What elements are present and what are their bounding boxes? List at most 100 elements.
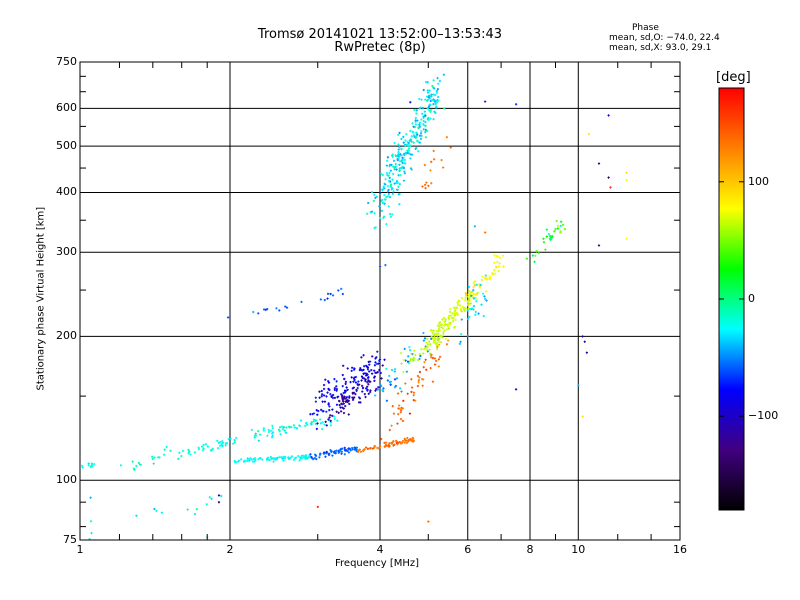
data-point [368,363,371,366]
data-point [315,409,318,412]
data-point [491,272,494,275]
data-point [429,103,432,106]
data-point [320,408,323,411]
data-point [369,389,372,392]
data-point [388,176,391,180]
data-point [263,308,266,311]
data-point [397,392,400,395]
data-point [473,225,477,228]
data-point [422,331,425,335]
data-point [335,388,339,391]
data-point [388,428,391,432]
data-point [400,154,403,157]
data-point [271,431,275,434]
data-point [315,458,318,461]
data-point [442,332,445,335]
data-point [409,101,412,104]
data-point [412,439,415,442]
data-point [333,378,336,381]
data-point [398,203,401,206]
data-point [408,346,411,349]
data-point [363,393,366,396]
data-point [200,445,204,448]
data-point [442,330,445,333]
data-point [556,227,560,230]
data-point [403,441,406,444]
y-tick-label: 100 [56,473,77,487]
data-point [428,89,431,92]
data-point [424,120,427,124]
data-point [338,404,341,407]
data-point [424,346,427,350]
data-point [383,358,386,361]
data-point [216,439,219,442]
data-point [437,365,440,368]
y-axis-label: Stationary phase Virtual Height [km] [35,206,47,391]
data-point [389,383,392,386]
data-point [459,304,462,307]
data-point [502,265,505,268]
data-point [323,394,326,397]
y-tick-label: 600 [56,101,77,115]
data-point [395,181,398,185]
data-point [395,180,399,183]
data-point [436,77,439,80]
data-point [340,393,343,396]
data-point [445,136,448,139]
data-point [333,415,336,418]
data-point [375,356,378,359]
data-point [423,110,427,113]
data-point [424,114,427,117]
data-point [320,389,323,393]
data-point [410,439,414,442]
data-point [333,396,337,400]
data-point [473,284,476,287]
data-point [349,381,352,384]
data-point [323,451,326,454]
data-point [435,359,438,363]
data-point [377,386,380,389]
data-point [361,369,364,372]
data-point [435,344,439,347]
data-point [369,447,372,450]
data-point [206,445,210,448]
data-point [422,119,425,123]
data-point [480,279,484,282]
data-point [390,368,394,372]
data-point [402,179,406,182]
data-point [409,357,412,361]
data-point [402,141,405,144]
data-point [163,453,166,456]
data-point [387,443,391,446]
data-point [437,95,440,99]
data-point [341,292,344,296]
data-point [375,195,378,198]
data-point [430,356,433,359]
data-point [419,354,422,358]
data-point [467,285,471,289]
data-point [442,316,446,320]
data-point [341,406,344,409]
data-point [428,340,431,343]
data-point [308,456,311,459]
data-point [426,129,429,133]
data-point [326,297,329,300]
data-point [422,123,425,126]
data-point [272,460,275,463]
data-point [438,340,441,343]
data-point [430,337,433,340]
data-point [436,324,440,328]
data-point [409,138,412,141]
data-point [332,393,335,397]
data-point [442,73,445,76]
data-point [253,436,256,439]
data-point [379,384,382,387]
data-point [420,118,423,121]
data-point [316,422,319,425]
data-point [607,176,610,179]
data-point [424,128,427,131]
data-point [460,333,463,336]
data-point [262,429,265,432]
data-point [270,436,274,439]
data-point [384,178,387,181]
